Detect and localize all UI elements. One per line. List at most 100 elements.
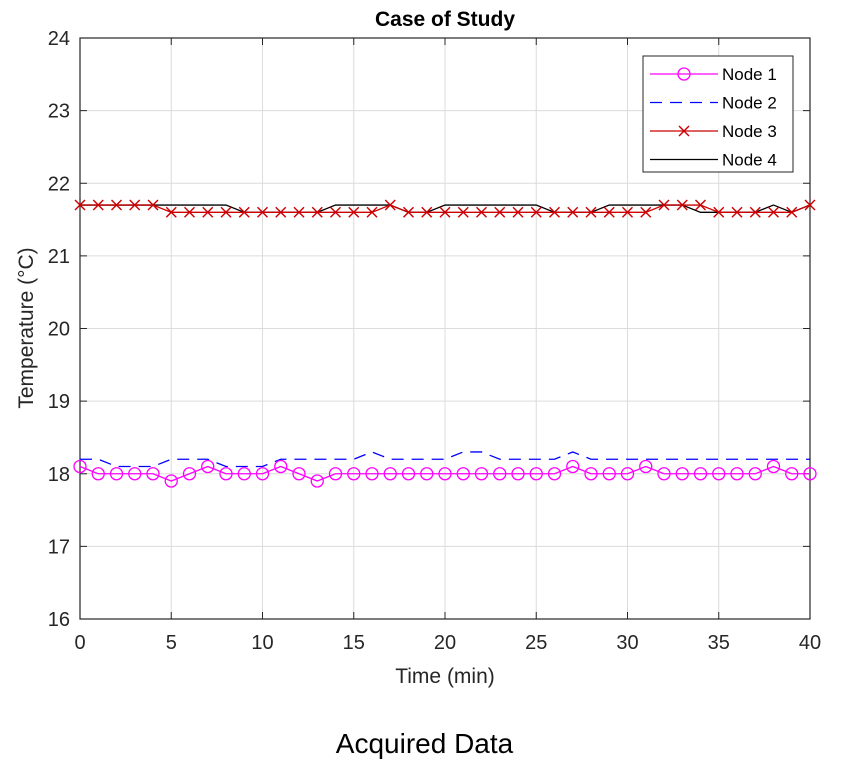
node-1-point	[383, 467, 397, 481]
x-tick-label: 15	[343, 632, 365, 654]
node-3-series	[74, 199, 816, 218]
y-tick-label: 18	[48, 464, 70, 486]
y-tick-label: 16	[48, 609, 70, 631]
node-1-point	[237, 467, 251, 481]
node-3-point	[74, 199, 86, 211]
node-4-series	[80, 204, 811, 213]
node-3-point	[804, 199, 816, 211]
node-3-point	[184, 206, 195, 218]
node-3-point	[403, 206, 414, 218]
y-tick-label: 24	[48, 28, 70, 50]
node-1-point	[766, 459, 781, 474]
node-1-point	[109, 467, 124, 481]
legend-label: Node 4	[722, 151, 777, 170]
node-3-point	[494, 206, 506, 218]
node-3-point	[749, 206, 761, 218]
node-4-line	[80, 204, 811, 213]
axis-ticks: 0 5 10 15 20 25 30 35 40 16 17 18 19 20 21 22 23 24	[48, 28, 821, 654]
node-1-point	[456, 467, 470, 481]
node-3-point	[147, 199, 159, 211]
node-3-point	[129, 199, 141, 211]
node-3-point	[713, 206, 725, 218]
y-tick-label: 22	[48, 173, 70, 195]
node-1-point	[675, 467, 689, 481]
node-3-point	[658, 199, 670, 211]
node-3-point	[786, 206, 798, 218]
node-1-point	[219, 467, 233, 481]
node-1-point	[401, 467, 416, 481]
line-chart: 0 5 10 15 20 25 30 35 40 16 17 18 19 20 21 22 23 24 Case …	[15, 8, 821, 688]
node-3-point	[92, 199, 104, 211]
legend-item-node-4: Node 4	[650, 151, 777, 170]
node-3-point	[585, 206, 597, 218]
node-3-point	[476, 206, 487, 218]
node-3-point	[421, 206, 433, 218]
node-3-point	[676, 199, 688, 211]
node-1-point	[182, 467, 197, 481]
node-1-point	[529, 467, 543, 481]
series-group	[73, 199, 817, 488]
node-3-point	[165, 206, 177, 218]
node-3-point	[567, 206, 579, 218]
node-1-point	[785, 467, 799, 481]
node-1-point	[602, 467, 616, 481]
legend-box	[642, 55, 794, 173]
x-tick-label: 25	[525, 632, 547, 654]
legend-item-node-1: Node 1	[650, 65, 777, 84]
node-1-point	[255, 467, 270, 481]
node-1-series	[73, 459, 817, 488]
node-3-point	[512, 206, 524, 218]
node-3-point	[549, 206, 560, 218]
x-tick-label: 30	[616, 632, 638, 654]
node-3-point	[366, 206, 378, 218]
x-axis-label: Time (min)	[395, 665, 495, 688]
legend-marker	[678, 125, 690, 137]
node-3-point	[220, 206, 232, 218]
node-1-point	[639, 459, 653, 474]
node-2-series	[80, 451, 810, 468]
node-1-point	[693, 467, 708, 481]
node-1-point	[748, 467, 762, 481]
node-1-point	[310, 474, 324, 488]
x-tick-label: 20	[434, 632, 456, 654]
node-1-point	[584, 467, 598, 481]
x-tick-label: 0	[74, 632, 85, 654]
node-1-point	[657, 467, 671, 481]
node-1-point	[566, 459, 580, 474]
node-1-point	[438, 467, 452, 481]
y-tick-label: 21	[48, 246, 70, 268]
node-1-point	[128, 467, 142, 481]
node-3-point	[257, 206, 268, 218]
node-1-point	[474, 467, 489, 481]
node-3-point	[202, 206, 214, 218]
y-tick-label: 23	[48, 101, 70, 123]
node-1-point	[365, 467, 379, 481]
legend-label: Node 3	[722, 122, 777, 141]
node-3-point	[384, 199, 396, 211]
node-3-point	[439, 206, 451, 218]
node-3-point	[293, 206, 305, 218]
node-3-point	[330, 206, 341, 218]
y-axis-label: Temperature (°C)	[15, 247, 38, 408]
node-3-point	[111, 199, 122, 211]
node-3-point	[530, 206, 542, 218]
node-3-point	[275, 206, 287, 218]
node-1-point	[146, 467, 160, 481]
legend: Node 1 Node 2 Node 3 Node 4	[642, 55, 794, 173]
y-tick-label: 19	[48, 391, 70, 413]
node-3-point	[348, 206, 360, 218]
node-1-point	[347, 467, 361, 481]
node-1-point	[547, 467, 562, 481]
x-tick-label: 10	[251, 632, 273, 654]
node-1-point	[511, 467, 525, 481]
y-tick-label: 20	[48, 319, 70, 341]
x-tick-label: 5	[166, 632, 177, 654]
node-3-point	[640, 206, 652, 218]
node-1-point	[420, 467, 434, 481]
x-tick-label: 35	[708, 632, 730, 654]
legend-label: Node 1	[722, 65, 777, 84]
node-1-point	[292, 467, 306, 481]
node-1-point	[73, 459, 87, 474]
node-1-point	[712, 467, 726, 481]
node-1-point	[201, 459, 215, 474]
